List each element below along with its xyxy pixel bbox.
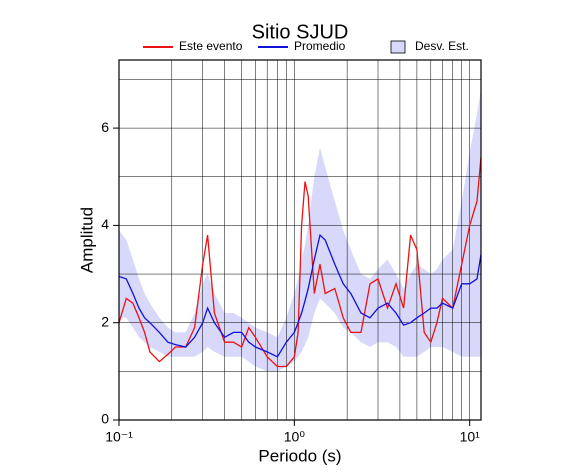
x-tick-label: 10¹ bbox=[460, 429, 481, 445]
legend-label: Promedio bbox=[294, 39, 346, 53]
x-axis-label: Periodo (s) bbox=[258, 446, 341, 465]
series-line bbox=[118, 233, 482, 358]
y-axis-label: Amplitud bbox=[77, 207, 96, 273]
x-tick-label: 10⁰ bbox=[284, 429, 306, 445]
legend-label: Este evento bbox=[179, 39, 243, 53]
series-line bbox=[118, 157, 482, 368]
legend-label: Desv. Est. bbox=[415, 39, 469, 53]
x-tick-label: 10⁻¹ bbox=[105, 429, 133, 445]
y-tick-label: 4 bbox=[101, 216, 109, 232]
legend-swatch bbox=[390, 40, 406, 54]
plot-frame bbox=[118, 59, 482, 421]
chart-title: Sitio SJUD bbox=[252, 21, 349, 43]
std-band bbox=[119, 89, 481, 372]
y-tick-label: 6 bbox=[101, 119, 109, 135]
y-tick-label: 2 bbox=[101, 313, 109, 329]
y-tick-label: 0 bbox=[101, 411, 109, 427]
